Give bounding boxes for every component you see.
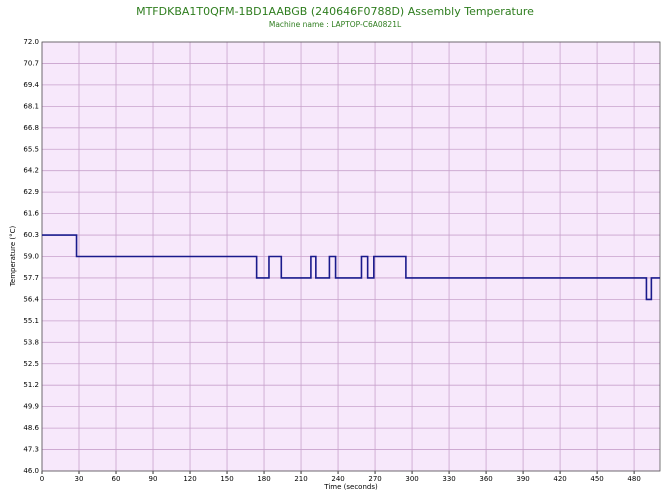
x-tick-label: 360 [479, 475, 492, 483]
x-tick-label: 330 [442, 475, 455, 483]
x-tick-label: 210 [294, 475, 307, 483]
y-tick-label: 53.8 [23, 338, 39, 346]
y-tick-label: 59.0 [23, 253, 39, 261]
y-tick-label: 47.3 [23, 446, 39, 454]
y-tick-label: 65.5 [23, 145, 39, 153]
y-tick-label: 52.5 [23, 360, 39, 368]
plot-frame [41, 41, 661, 472]
y-tick-label: 56.4 [23, 295, 39, 303]
x-tick-label: 90 [149, 475, 158, 483]
x-axis-label: Time (seconds) [323, 483, 378, 491]
y-tick-label: 60.3 [23, 231, 39, 239]
x-tick-label: 180 [257, 475, 270, 483]
y-tick-label: 57.7 [23, 274, 39, 282]
x-tick-label: 60 [112, 475, 121, 483]
x-tick-label: 390 [516, 475, 529, 483]
chart-title: MTFDKBA1T0QFM-1BD1AABGB (240646F0788D) A… [136, 5, 534, 18]
y-tick-label: 61.6 [23, 210, 39, 218]
y-axis-label: Temperature (°C) [9, 226, 17, 288]
x-tick-label: 240 [331, 475, 344, 483]
y-tick-label: 49.9 [23, 403, 39, 411]
y-tick-label: 72.0 [23, 38, 39, 46]
y-tick-label: 64.2 [23, 167, 39, 175]
y-tick-label: 69.4 [23, 81, 39, 89]
x-tick-label: 0 [40, 475, 44, 483]
y-tick-label: 48.6 [23, 424, 39, 432]
x-tick-label: 270 [368, 475, 381, 483]
y-tick-label: 68.1 [23, 102, 39, 110]
x-tick-label: 480 [627, 475, 640, 483]
y-tick-label: 55.1 [23, 317, 39, 325]
data-line [42, 234, 660, 301]
x-tick-label: 120 [183, 475, 196, 483]
y-tick-label: 66.8 [23, 124, 39, 132]
x-tick-label: 420 [553, 475, 566, 483]
x-tick-label: 300 [405, 475, 418, 483]
y-tick-label: 51.2 [23, 381, 39, 389]
y-tick-label: 62.9 [23, 188, 39, 196]
chart-subtitle: Machine name : LAPTOP-C6A0821L [269, 20, 402, 29]
x-tick-label: 30 [75, 475, 84, 483]
x-tick-label: 150 [220, 475, 233, 483]
x-tick-label: 450 [590, 475, 603, 483]
y-tick-label: 70.7 [23, 59, 39, 67]
y-tick-label: 46.0 [23, 467, 39, 475]
